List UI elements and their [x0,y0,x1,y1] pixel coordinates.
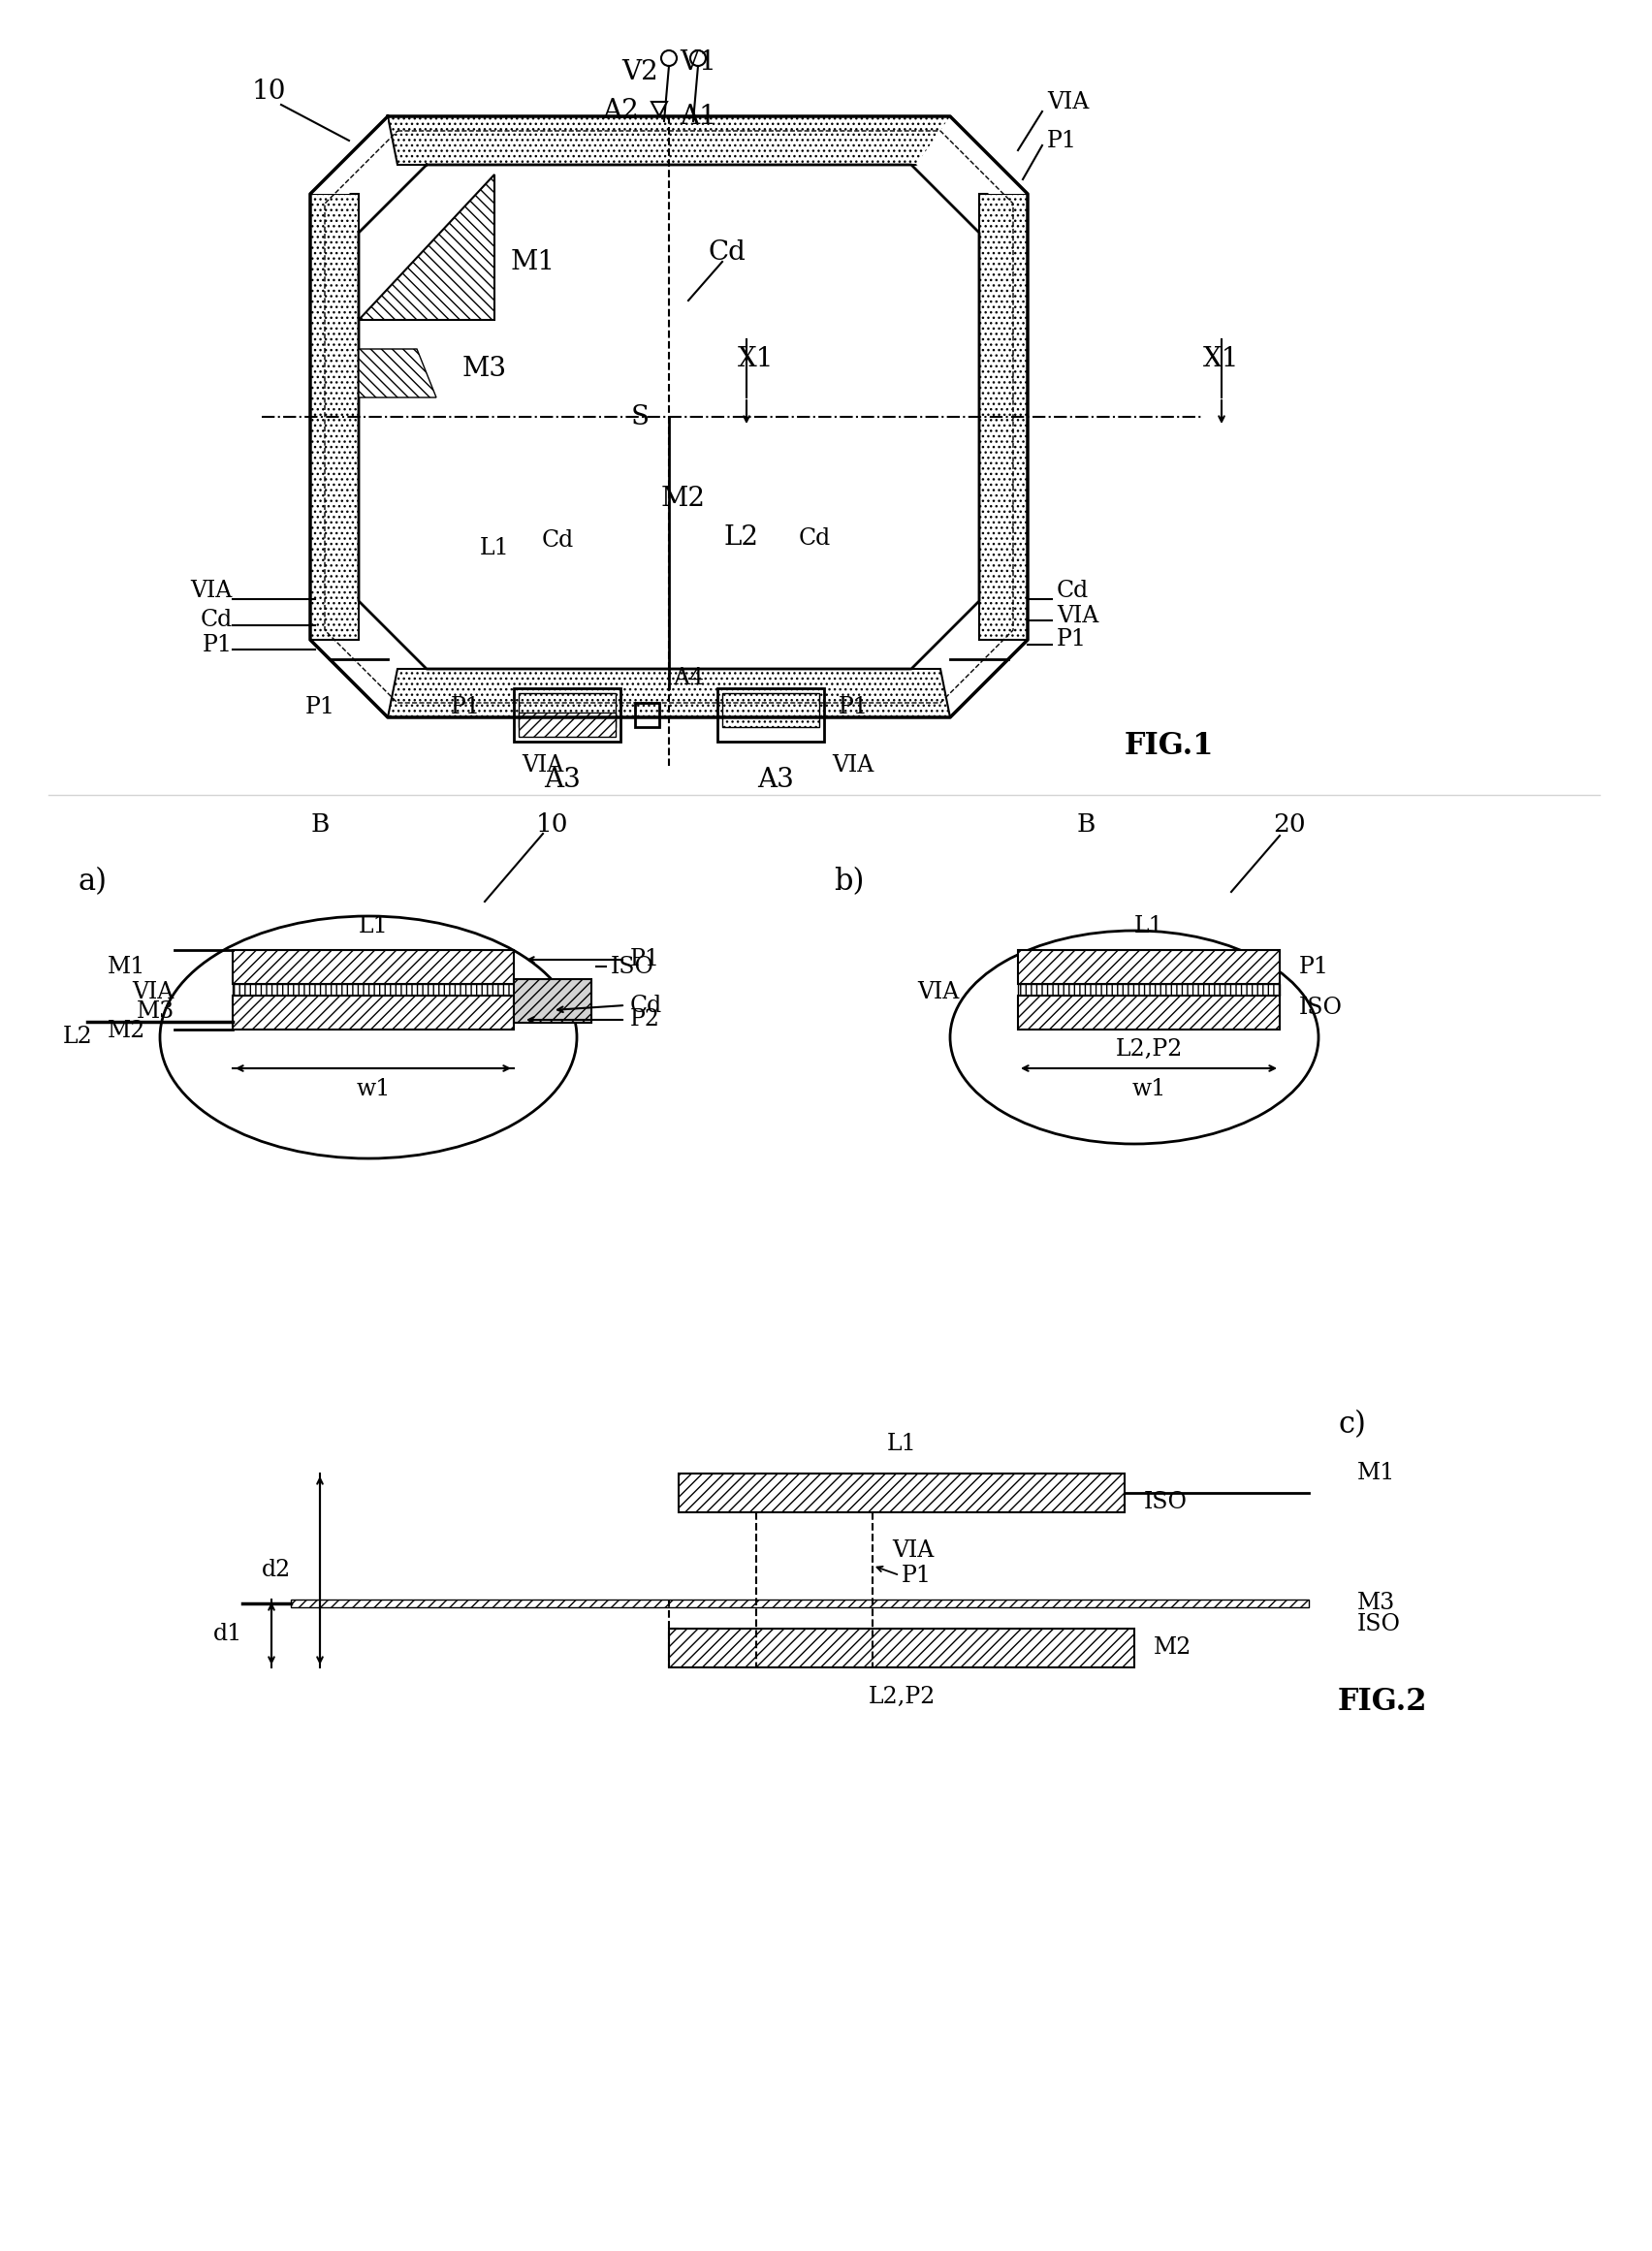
Ellipse shape [160,916,577,1159]
Polygon shape [950,117,1028,194]
Bar [1018,984,1280,995]
Bar [519,714,616,736]
Text: L1: L1 [887,1434,917,1456]
Text: A4: A4 [672,669,704,689]
Bar [233,995,514,1029]
Bar [514,689,621,741]
Polygon shape [358,349,436,398]
Text: FIG.2: FIG.2 [1338,1686,1427,1715]
Bar [1018,950,1280,984]
Polygon shape [311,194,358,639]
Text: Cd: Cd [798,527,831,549]
Text: L1: L1 [358,914,388,936]
Text: A3: A3 [757,768,795,792]
Text: Cd: Cd [709,239,747,266]
Text: A3: A3 [544,768,580,792]
Text: d1: d1 [213,1623,243,1645]
Text: L1: L1 [1133,914,1163,936]
Text: P1: P1 [1057,628,1087,651]
Text: M3: M3 [463,356,507,380]
Text: S: S [631,403,649,430]
Text: VIA: VIA [833,754,874,777]
Bar [291,1600,1308,1607]
Text: P1: P1 [306,696,335,718]
Text: 20: 20 [1274,813,1305,835]
Text: P2: P2 [629,1008,661,1031]
Text: FIG.1: FIG.1 [1125,732,1214,761]
Bar [722,693,819,727]
Text: b): b) [834,867,864,898]
Text: Cd: Cd [200,610,233,633]
Text: V1: V1 [679,50,717,77]
Text: X1: X1 [1203,347,1239,371]
Text: VIA: VIA [892,1540,933,1562]
Bar [514,979,591,1022]
Bar [233,984,514,995]
Text: P1: P1 [629,948,661,970]
Text: M2: M2 [1153,1636,1191,1659]
Text: VIA: VIA [1047,90,1089,113]
Text: M3: M3 [137,1002,175,1024]
Bar [634,702,659,727]
Text: VIA: VIA [522,754,563,777]
Text: ISO: ISO [1358,1612,1401,1634]
Text: 10: 10 [253,79,286,106]
Text: VIA: VIA [190,581,233,603]
Text: P1: P1 [1047,128,1077,151]
Text: B: B [1077,813,1095,835]
Text: VIA: VIA [1057,606,1099,626]
Text: L1: L1 [479,536,509,558]
Text: B: B [311,813,329,835]
Text: P1: P1 [451,696,481,718]
Text: P1: P1 [838,696,869,718]
Bar [669,1630,1135,1668]
Text: L2,P2: L2,P2 [867,1686,935,1709]
Text: P1: P1 [203,633,233,655]
Polygon shape [651,101,667,117]
Polygon shape [388,117,950,164]
Polygon shape [917,117,1028,203]
Text: M3: M3 [1358,1591,1396,1614]
Text: Cd: Cd [1057,581,1089,603]
Text: P1: P1 [1298,954,1330,977]
Text: a): a) [78,867,107,898]
Text: M2: M2 [107,1020,145,1042]
Text: M1: M1 [107,954,145,977]
Text: ISO: ISO [1298,997,1343,1017]
Text: ISO: ISO [611,954,654,977]
Bar [717,689,824,741]
Bar [519,693,616,727]
Text: A1: A1 [679,104,717,128]
Text: L2: L2 [724,524,760,551]
Bar [1018,995,1280,1029]
Polygon shape [358,176,494,320]
Text: A2: A2 [603,99,639,124]
Text: V2: V2 [621,59,657,86]
Text: Cd: Cd [629,995,662,1017]
Text: M1: M1 [1358,1463,1396,1486]
Polygon shape [980,194,1028,639]
Bar [233,950,514,984]
Text: c): c) [1338,1409,1366,1441]
Bar [679,1474,1125,1513]
Polygon shape [311,117,388,194]
Text: w1: w1 [357,1078,390,1101]
Text: w1: w1 [1132,1078,1166,1101]
Text: VIA: VIA [132,981,175,1004]
Polygon shape [388,669,950,718]
Text: Cd: Cd [542,529,573,551]
Text: VIA: VIA [919,981,960,1004]
Text: L2,P2: L2,P2 [1115,1038,1183,1060]
Text: X1: X1 [738,347,775,371]
Text: M1: M1 [510,248,555,275]
Text: ISO: ISO [1143,1492,1188,1513]
Ellipse shape [950,930,1318,1144]
Text: M2: M2 [661,486,705,513]
Text: P1: P1 [902,1564,932,1587]
Text: 10: 10 [537,813,568,835]
Text: L2: L2 [63,1024,93,1047]
Text: d2: d2 [261,1560,291,1582]
